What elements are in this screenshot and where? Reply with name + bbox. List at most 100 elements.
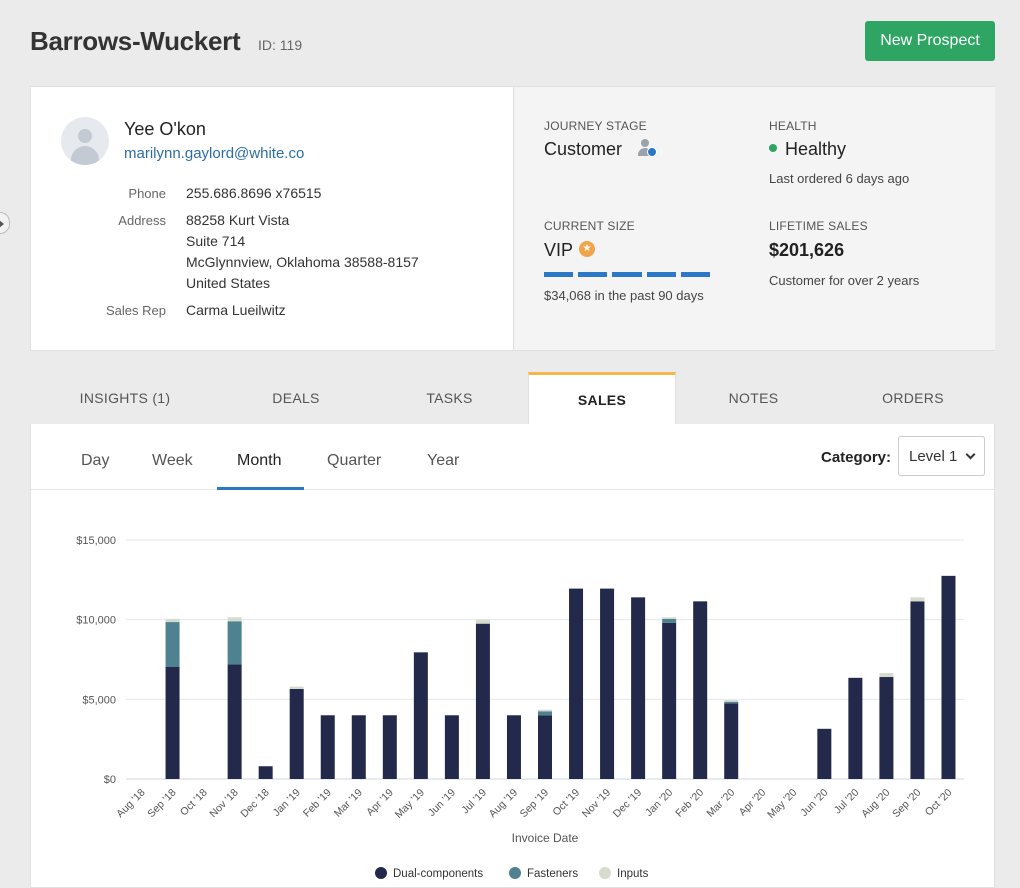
bar-segment	[941, 575, 956, 779]
x-tick-label: Apr '19	[364, 787, 396, 819]
x-tick-label: Jun '20	[798, 787, 830, 819]
bar-segment	[724, 703, 739, 779]
progress-segment	[680, 272, 711, 277]
avatar-body-icon	[71, 146, 99, 165]
x-tick-label: Feb '19	[301, 787, 334, 820]
lifetime-sales-label: LIFETIME SALES	[769, 219, 868, 233]
bar-segment	[165, 622, 180, 667]
x-tick-label: Oct '20	[923, 787, 955, 819]
active-subtab-indicator	[217, 487, 304, 490]
x-tick-label: Aug '18	[114, 787, 148, 821]
new-prospect-button[interactable]: New Prospect	[865, 21, 995, 61]
phone-label: Phone	[128, 186, 166, 201]
bar-segment	[382, 715, 397, 779]
contact-name: Yee O'kon	[124, 119, 206, 139]
health-status-dot-icon	[769, 144, 777, 153]
journey-stage-value: Customer	[544, 138, 658, 160]
x-tick-label: May '20	[765, 787, 799, 821]
x-tick-label: Feb '20	[673, 787, 706, 820]
y-tick-label: $0	[104, 774, 116, 786]
sales-rep-value: Carma Lueilwitz	[186, 302, 286, 318]
health-label: HEALTH	[769, 119, 817, 133]
bar-segment	[848, 677, 863, 779]
sidebar-toggle-handle[interactable]	[0, 212, 10, 234]
x-tick-label: Nov '19	[580, 787, 614, 821]
current-size-value: VIP ★	[544, 240, 596, 261]
customer-since-text: Customer for over 2 years	[769, 273, 920, 288]
bar-segment	[258, 766, 273, 779]
tab-orders[interactable]: ORDERS	[882, 390, 944, 406]
progress-segment	[544, 272, 574, 277]
tab-sales[interactable]: SALES	[528, 372, 676, 425]
bar-segment	[879, 673, 894, 678]
account-summary-card: Yee O'kon marilynn.gaylord@white.co Phon…	[30, 86, 995, 351]
subtab-week[interactable]: Week	[152, 452, 193, 469]
bar-segment	[351, 715, 366, 779]
x-tick-label: Jun '19	[426, 787, 458, 819]
y-tick-label: $10,000	[76, 615, 116, 627]
bar-segment	[538, 709, 552, 712]
subtab-day[interactable]: Day	[81, 452, 110, 469]
bar-segment	[817, 728, 832, 779]
legend-swatch	[599, 867, 611, 879]
bar-segment	[910, 601, 925, 779]
address-line: United States	[186, 275, 271, 291]
category-label: Category:	[821, 449, 892, 466]
subtab-year[interactable]: Year	[427, 452, 460, 469]
bar-segment	[910, 597, 925, 602]
progress-segment	[612, 272, 642, 277]
account-stats-panel: JOURNEY STAGE Customer HEALTH Healthy La…	[513, 87, 995, 350]
legend-label: Fasteners	[527, 868, 578, 880]
bar-segment	[320, 715, 335, 779]
x-tick-label: Nov '18	[207, 787, 241, 821]
bar-segment	[475, 623, 490, 779]
bar-segment	[227, 664, 242, 779]
tab-deals[interactable]: DEALS	[272, 390, 320, 406]
bar-segment	[227, 621, 242, 665]
x-tick-label: Mar '19	[332, 787, 365, 820]
x-tick-label: Oct '18	[178, 787, 210, 819]
verified-user-icon	[637, 138, 658, 158]
bar-segment	[662, 617, 677, 619]
contact-email-link[interactable]: marilynn.gaylord@white.co	[124, 145, 305, 162]
legend-swatch	[375, 867, 387, 879]
legend-label: Dual-components	[393, 868, 483, 880]
health-text: Healthy	[785, 139, 847, 159]
bar-segment	[413, 652, 428, 779]
subtab-month[interactable]: Month	[237, 452, 282, 469]
bar-segment	[662, 618, 677, 623]
bar-segment	[724, 700, 739, 702]
last-ordered-text: Last ordered 6 days ago	[769, 171, 910, 186]
x-tick-label: Sep '20	[890, 787, 924, 821]
x-tick-label: Mar '20	[704, 787, 737, 820]
bar-segment	[538, 715, 552, 779]
subtab-quarter[interactable]: Quarter	[327, 452, 382, 469]
health-value: Healthy	[769, 139, 846, 160]
x-tick-label: Aug '19	[487, 787, 521, 821]
tab-tasks[interactable]: TASKS	[426, 390, 473, 406]
x-tick-label: Sep '19	[518, 787, 552, 821]
x-tick-label: Oct '19	[550, 787, 582, 819]
sales-rep-label: Sales Rep	[106, 303, 166, 318]
x-axis-title: Invoice Date	[512, 831, 579, 845]
x-tick-label: Dec '18	[238, 787, 272, 821]
category-selected-value: Level 1	[909, 447, 958, 465]
legend-label: Inputs	[617, 868, 649, 880]
x-tick-label: Jul '19	[459, 787, 489, 817]
bar-segment	[475, 619, 490, 624]
x-tick-label: Sep '18	[145, 787, 179, 821]
bar-segment	[724, 701, 739, 704]
chevron-down-icon	[965, 449, 976, 460]
category-select[interactable]: Level 1	[898, 436, 985, 476]
bar-segment	[693, 601, 708, 779]
page-id: ID: 119	[258, 37, 303, 53]
x-tick-label: Jan '20	[643, 787, 675, 819]
tab-notes[interactable]: NOTES	[728, 390, 779, 406]
tab-insights[interactable]: INSIGHTS (1)	[79, 390, 171, 406]
x-tick-label: Apr '20	[737, 787, 769, 819]
progress-segment	[578, 272, 608, 277]
avatar	[61, 117, 109, 165]
period-subtabs: Day Week Month Quarter Year Category: Le…	[31, 424, 994, 490]
bar-segment	[165, 618, 180, 623]
bar-segment	[227, 617, 242, 622]
